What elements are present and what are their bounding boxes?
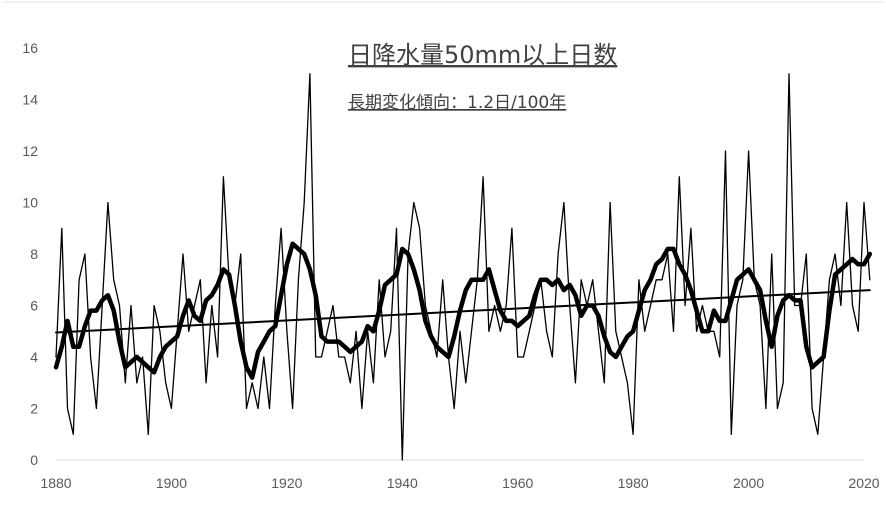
- running-mean-line: [53, 241, 873, 380]
- x-axis-ticks: 1880 1900 1920 1940 1960 1980 2000 2020: [40, 475, 879, 491]
- chart-title: 日降水量50mm以上日数: [348, 41, 617, 69]
- y-tick-label: 14: [22, 92, 38, 108]
- y-tick-label: 2: [30, 401, 38, 417]
- y-tick-label: 0: [30, 452, 38, 468]
- series-layer: [53, 73, 873, 461]
- x-tick-label: 1900: [156, 475, 187, 491]
- x-tick-label: 1920: [271, 475, 302, 491]
- x-tick-label: 2000: [733, 475, 764, 491]
- y-tick-label: 12: [22, 143, 38, 159]
- x-tick-label: 1880: [40, 475, 71, 491]
- x-tick-label: 2020: [848, 475, 879, 491]
- y-tick-label: 8: [30, 246, 38, 262]
- x-tick-label: 1940: [387, 475, 418, 491]
- x-tick-label: 1980: [618, 475, 649, 491]
- y-tick-label: 10: [22, 195, 38, 211]
- x-tick-label: 1960: [502, 475, 533, 491]
- y-tick-label: 6: [30, 298, 38, 314]
- y-tick-label: 4: [30, 349, 38, 365]
- annual-values-line: [55, 73, 871, 461]
- chart-subtitle: 長期変化傾向：1.2日/100年: [348, 93, 566, 113]
- y-tick-label: 16: [22, 40, 38, 56]
- y-axis-ticks: 0 2 4 6 8 10 12 14 16: [22, 40, 38, 468]
